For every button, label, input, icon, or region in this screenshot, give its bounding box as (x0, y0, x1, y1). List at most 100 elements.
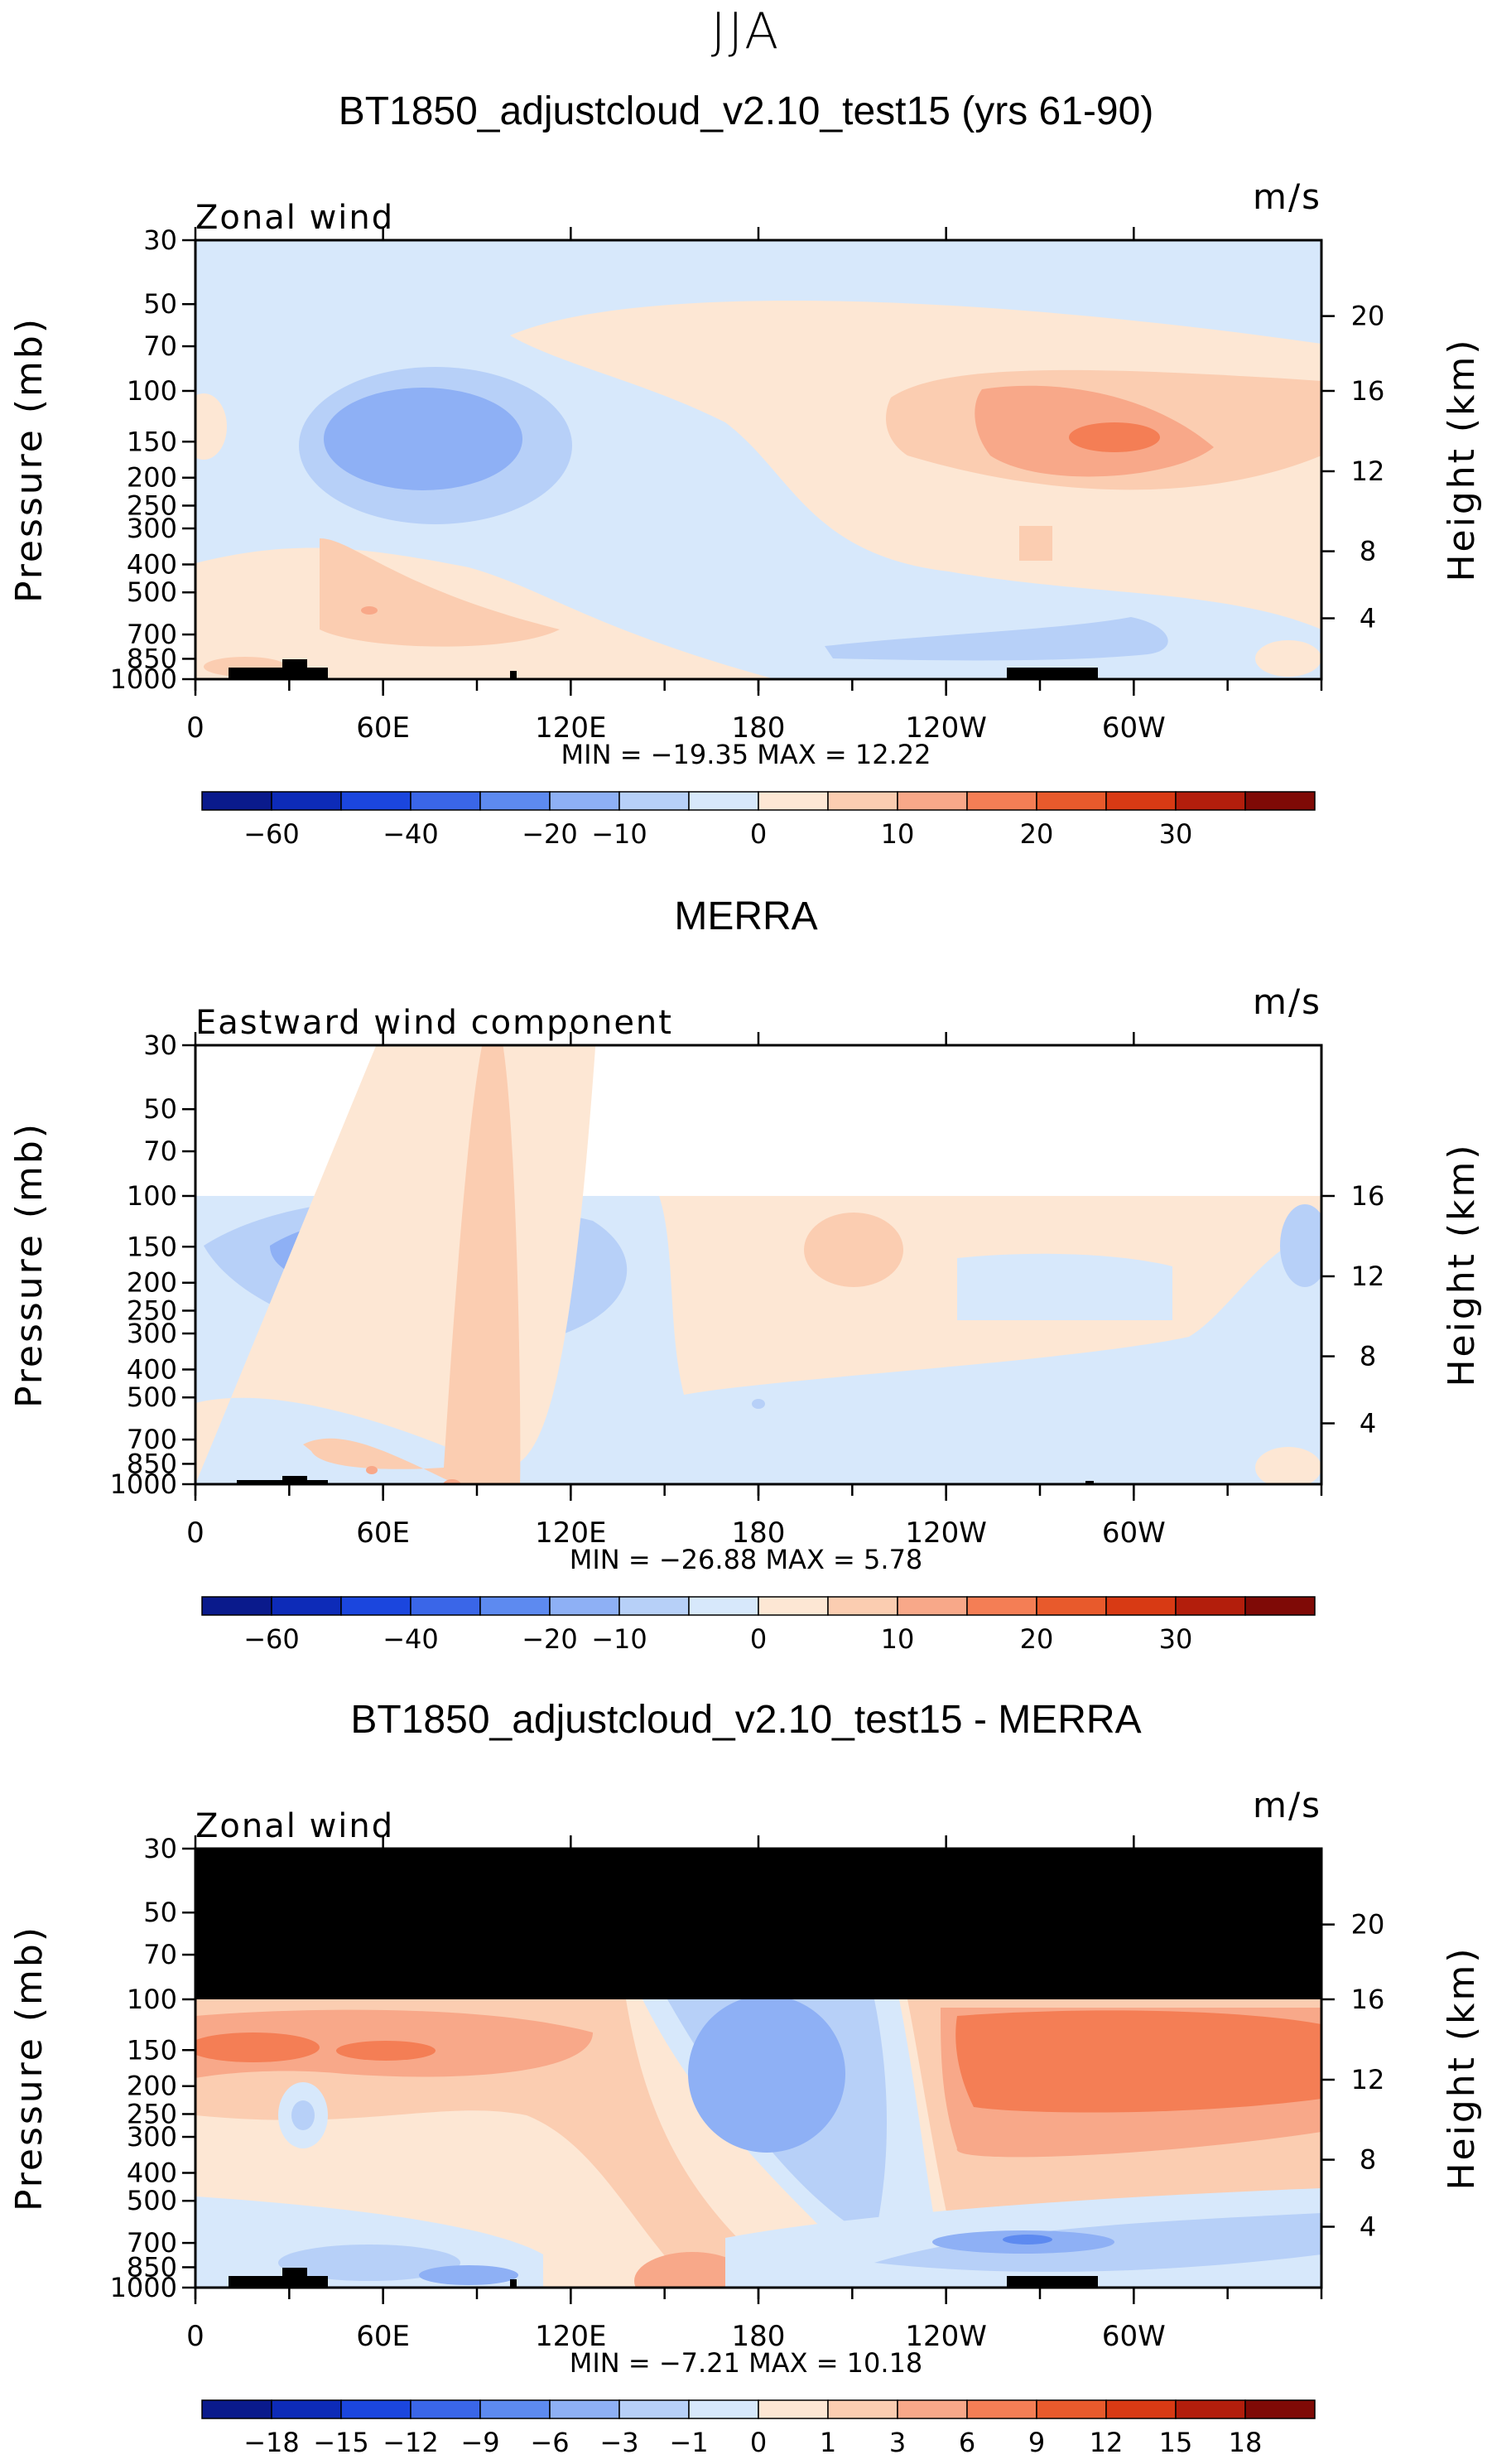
colorbar-label: 18 (1229, 2427, 1263, 2458)
y-axis-title-pressure: Pressure (mb) (8, 316, 51, 603)
colorbar-label: −40 (383, 1623, 439, 1655)
colorbar-box (1036, 1596, 1107, 1616)
height-tick-label: 4 (1360, 2211, 1376, 2243)
contour-west-edge-pos (195, 393, 227, 460)
contour-east-surface-pos (1255, 640, 1321, 677)
height-tick-label: 8 (1360, 1341, 1376, 1372)
panel-title: MERRA (674, 894, 817, 938)
topography (229, 668, 328, 679)
y-axis-title-height: Height (km) (1441, 337, 1483, 581)
contour-west-jet-inner (324, 388, 522, 490)
colorbar-box (1175, 791, 1246, 811)
pressure-tick-label: 50 (143, 288, 177, 320)
colorbar-label: 0 (750, 1623, 767, 1655)
topography (229, 2276, 328, 2288)
contour-field (195, 240, 1321, 679)
height-tick-label: 16 (1351, 375, 1385, 407)
colorbar-label: −18 (243, 2427, 300, 2458)
pressure-tick-label: 250 (127, 1295, 177, 1326)
colorbar-box (549, 791, 620, 811)
pressure-tick-label: 150 (127, 2034, 177, 2066)
pressure-tick-label: 700 (127, 1424, 177, 1455)
colorbar-box (966, 791, 1037, 811)
lon-tick-label: 60W (1102, 1516, 1166, 1550)
contour-neg-central-core (688, 1994, 845, 2153)
contour-upper-neg-patch (957, 1253, 1172, 1320)
topography (282, 659, 307, 669)
pressure-tick-label: 500 (127, 576, 177, 608)
contour-east-patch (1019, 526, 1052, 561)
contour-small-neg (752, 1399, 765, 1409)
pressure-tick-label: 500 (127, 2185, 177, 2216)
colorbar-box (618, 791, 690, 811)
colorbar-label: −60 (243, 818, 300, 850)
pressure-tick-label: 30 (143, 224, 177, 256)
colorbar-box (897, 2399, 968, 2419)
panel-title: BT1850_adjustcloud_v2.10_test15 (yrs 61-… (339, 89, 1154, 133)
colorbar-label: −6 (530, 2427, 569, 2458)
colorbar-box (271, 2399, 342, 2419)
contour-upper-pos-core (804, 1212, 903, 1287)
pressure-tick-label: 150 (127, 426, 177, 457)
colorbar-label: 0 (750, 2427, 767, 2458)
colorbar-label: 1 (820, 2427, 836, 2458)
contour-low-pos-core (361, 606, 378, 615)
contour-field (195, 1045, 1321, 1484)
lon-tick-label: 120E (535, 2320, 606, 2353)
panel-right-string: m/s (1253, 1785, 1321, 1825)
topography (282, 1476, 307, 1483)
contour-low-pos-core (366, 1466, 378, 1474)
pressure-tick-label: 250 (127, 489, 177, 521)
pressure-tick-label: 1000 (110, 2272, 177, 2303)
pressure-tick-label: 150 (127, 1231, 177, 1262)
panel-title: BT1850_adjustcloud_v2.10_test15 - MERRA (350, 1698, 1141, 1742)
lon-tick-label: 120W (905, 1516, 987, 1550)
lon-tick-label: 180 (732, 1516, 786, 1550)
pressure-tick-label: 400 (127, 1354, 177, 1386)
colorbar-label: 10 (881, 1623, 915, 1655)
contour-field (195, 1849, 1321, 2288)
pressure-tick-label: 200 (127, 2071, 177, 2102)
colorbar-box (618, 2399, 690, 2419)
pressure-tick-label: 850 (127, 2251, 177, 2283)
pressure-tick-label: 700 (127, 2227, 177, 2259)
colorbar-label: 15 (1159, 2427, 1193, 2458)
colorbar-label: −20 (522, 818, 578, 850)
colorbar-label: −15 (313, 2427, 369, 2458)
panel-right-string: m/s (1253, 981, 1321, 1022)
height-tick-label: 4 (1360, 603, 1376, 634)
colorbar-label: −1 (669, 2427, 708, 2458)
colorbar-box (1244, 1596, 1316, 1616)
colorbar-label: 20 (1020, 1623, 1054, 1655)
colorbar-box (1175, 2399, 1246, 2419)
contour-low-neg-west-core (419, 2265, 518, 2285)
topography (1085, 1481, 1094, 1484)
pressure-tick-label: 30 (143, 1833, 177, 1864)
panel-diff: BT1850_adjustcloud_v2.10_test15 - MERRA Z… (8, 1698, 1483, 2458)
colorbar-box (1105, 1596, 1177, 1616)
pressure-tick-label: 250 (127, 2098, 177, 2129)
colorbar-label: 30 (1159, 1623, 1193, 1655)
pressure-tick-label: 1000 (110, 663, 177, 695)
colorbar-box (340, 791, 412, 811)
contour-neg-west-small (291, 2100, 315, 2130)
pressure-tick-label: 400 (127, 2158, 177, 2189)
pressure-tick-label: 300 (127, 2121, 177, 2153)
pressure-tick-label: 400 (127, 549, 177, 581)
pressure-tick-label: 1000 (110, 1468, 177, 1500)
y-axis-title-height: Height (km) (1441, 1946, 1483, 2190)
pressure-tick-label: 100 (127, 1180, 177, 1212)
min-max-text: MIN = −7.21 MAX = 10.18 (570, 2347, 923, 2379)
pressure-tick-label: 500 (127, 1381, 177, 1413)
colorbar-box (340, 1596, 412, 1616)
colorbar-label: −40 (383, 818, 439, 850)
contour-east-jet-core (1069, 422, 1160, 452)
colorbar-box (758, 1596, 829, 1616)
lon-tick-label: 0 (186, 2320, 205, 2353)
mask-above-100mb (195, 1849, 1321, 1999)
pressure-tick-label: 30 (143, 1029, 177, 1061)
height-tick-label: 4 (1360, 1408, 1376, 1439)
height-tick-label: 12 (1351, 456, 1385, 487)
pressure-tick-label: 70 (143, 1136, 177, 1167)
